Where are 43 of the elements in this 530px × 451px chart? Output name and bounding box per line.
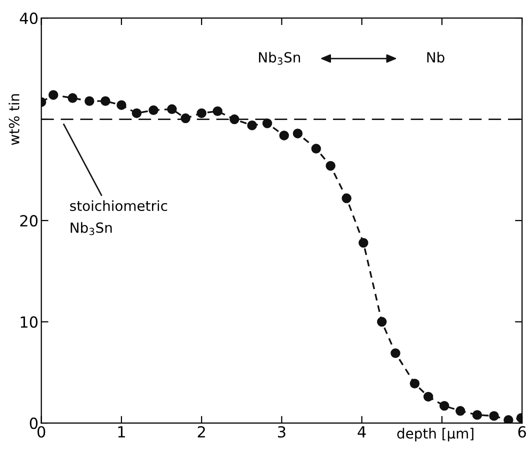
point xyxy=(148,105,158,116)
y-tick-label: 40 xyxy=(20,12,38,24)
y-axis-title: wt% tin xyxy=(8,94,20,145)
point xyxy=(84,96,94,106)
point xyxy=(279,130,289,140)
y-tick-label: 20 xyxy=(20,215,38,227)
point xyxy=(68,93,78,103)
y-tick-label: 10 xyxy=(20,316,38,328)
point xyxy=(342,193,352,204)
point xyxy=(230,114,240,124)
point xyxy=(376,316,387,327)
x-tick-label: 2 xyxy=(198,426,205,438)
point xyxy=(504,415,514,424)
y-tick-label: 0 xyxy=(30,418,38,430)
point xyxy=(311,144,322,154)
point xyxy=(472,410,482,420)
point xyxy=(292,128,303,138)
ref-line-label: stoichiometric Nb$_{3}$Sn xyxy=(70,200,168,236)
point xyxy=(455,406,466,416)
x-tick-label: 3 xyxy=(278,426,286,438)
point xyxy=(489,411,499,421)
point xyxy=(247,120,257,130)
point xyxy=(212,106,222,116)
point xyxy=(132,108,142,118)
x-tick-label: 0 xyxy=(37,426,46,438)
point xyxy=(390,348,400,358)
x-tick-label: 6 xyxy=(518,426,526,438)
x-axis-title: depth [µm] xyxy=(397,428,474,442)
point xyxy=(358,238,368,248)
point xyxy=(48,90,58,100)
point xyxy=(439,400,450,411)
point xyxy=(116,100,126,110)
point xyxy=(196,108,206,118)
point xyxy=(100,96,110,106)
point xyxy=(262,118,272,128)
annotation: Nb xyxy=(427,52,444,63)
x-tick-label: 1 xyxy=(118,426,125,438)
point xyxy=(423,392,434,402)
annotation: Nb$_{3}$Sn xyxy=(259,52,300,65)
x-tick-label: 4 xyxy=(358,426,366,438)
point xyxy=(167,104,177,114)
point xyxy=(326,161,336,171)
point xyxy=(410,378,420,388)
